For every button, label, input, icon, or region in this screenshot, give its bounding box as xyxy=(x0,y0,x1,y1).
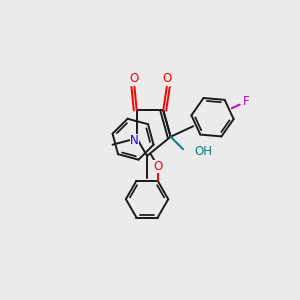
Text: O: O xyxy=(130,72,139,85)
Text: F: F xyxy=(243,95,250,108)
Text: O: O xyxy=(153,160,162,172)
Text: O: O xyxy=(162,72,171,85)
Text: OH: OH xyxy=(194,145,212,158)
Text: N: N xyxy=(130,134,139,147)
